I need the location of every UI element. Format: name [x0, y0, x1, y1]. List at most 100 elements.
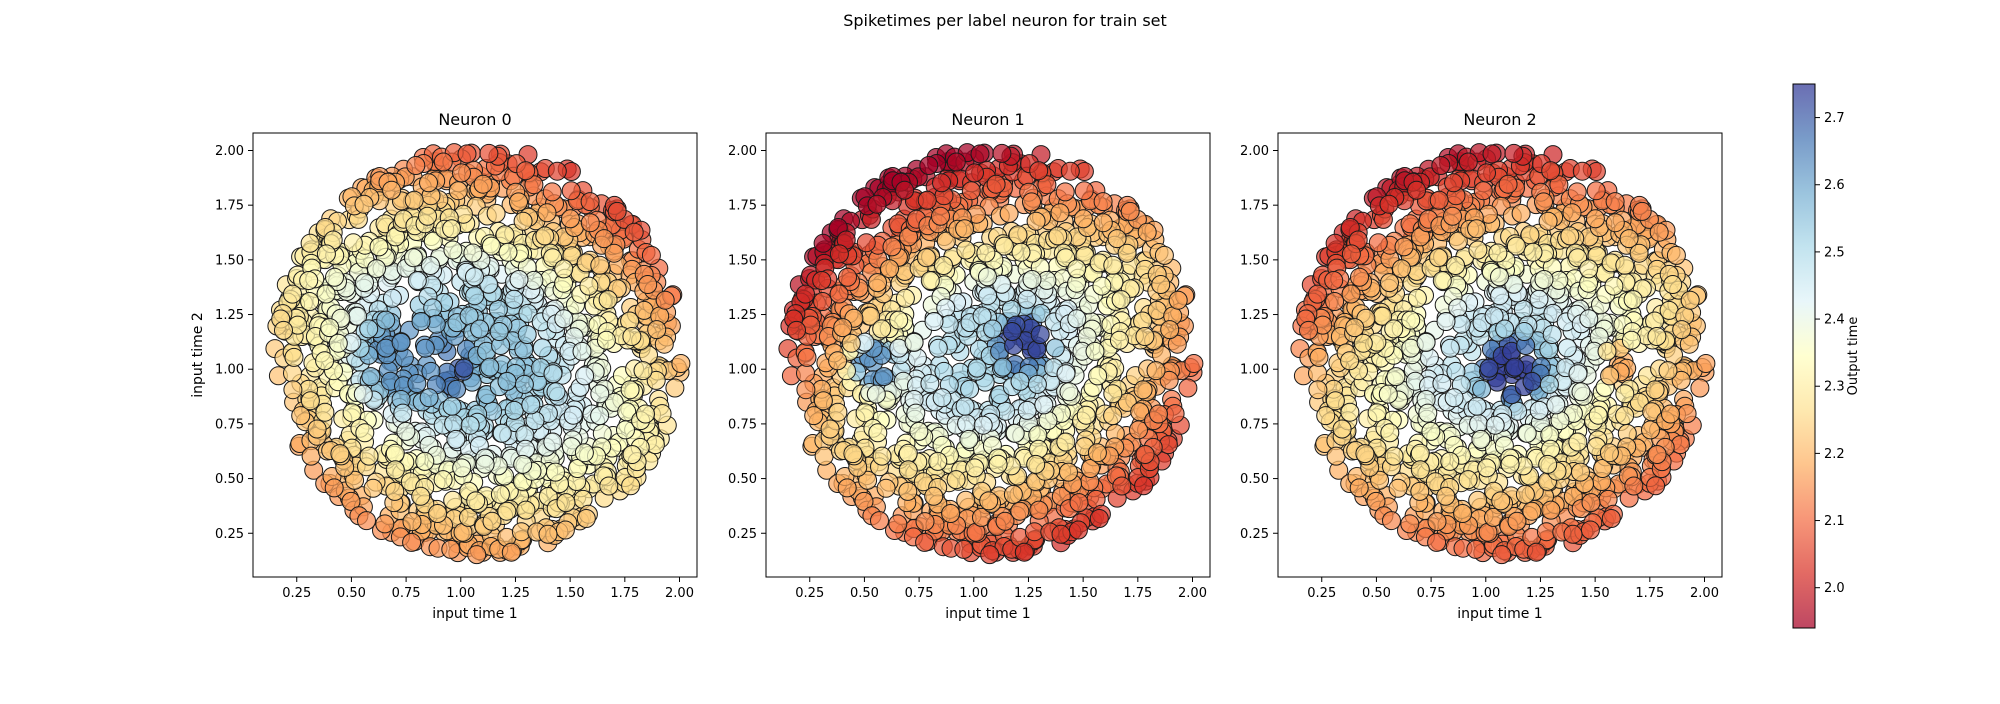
y-axis-label: input time 2: [190, 312, 206, 397]
scatter-point: [1380, 273, 1399, 293]
scatter-point: [473, 174, 493, 194]
scatter-point: [555, 520, 575, 540]
scatter-point: [967, 358, 987, 378]
scatter-point: [1410, 481, 1430, 501]
scatter-point: [563, 405, 583, 425]
scatter-point: [598, 290, 618, 310]
scatter-point: [1534, 192, 1553, 212]
scatter-point: [1677, 404, 1697, 424]
scatter-point: [1504, 143, 1524, 163]
scatter-point: [1472, 379, 1492, 399]
scatter-point: [924, 486, 944, 506]
scatter-point: [833, 318, 853, 338]
scatter-point: [524, 175, 544, 195]
scatter-point: [622, 445, 642, 464]
scatter-point: [872, 446, 892, 466]
scatter-point: [1340, 351, 1360, 371]
scatter-point: [1002, 322, 1022, 341]
scatter-point: [1523, 242, 1543, 262]
x-axis-label: input time 1: [432, 606, 517, 622]
y-tick-label: 0.50: [215, 472, 244, 487]
scatter-point: [1355, 444, 1375, 464]
scatter-point: [928, 338, 948, 358]
y-tick-label: 1.25: [1240, 308, 1269, 323]
scatter-point: [1468, 240, 1488, 260]
scatter-point: [868, 423, 888, 443]
scatter-point: [433, 152, 453, 172]
scatter-point: [516, 500, 536, 520]
scatter-point: [1440, 338, 1460, 358]
axes-frame: [252, 132, 698, 578]
scatter-point: [647, 320, 667, 340]
scatter-point: [1366, 491, 1386, 511]
scatter-point: [470, 319, 490, 339]
scatter-point: [1379, 194, 1399, 214]
scatter-point: [1529, 289, 1549, 309]
x-tick-label: 2.00: [665, 586, 694, 601]
scatter-point: [1549, 175, 1569, 195]
scatter-point: [1448, 231, 1468, 251]
scatter-point: [787, 320, 806, 340]
scatter-point: [375, 514, 395, 534]
scatter-point: [1568, 364, 1588, 384]
scatter-point: [1345, 318, 1365, 338]
scatter-point: [1135, 445, 1155, 464]
scatter-point: [1151, 275, 1171, 294]
scatter-point: [1467, 219, 1487, 239]
scatter-point: [909, 421, 929, 441]
scatter-point: [299, 271, 319, 290]
scatter-point: [999, 203, 1019, 223]
scatter-point: [407, 271, 427, 291]
panel-title: Neuron 2: [1463, 110, 1536, 129]
scatter-point: [448, 181, 468, 201]
scatter-point: [1593, 459, 1612, 478]
scatter-point: [1446, 256, 1465, 275]
scatter-point: [957, 414, 977, 434]
scatter-point: [1560, 226, 1580, 246]
scatter-point: [1130, 402, 1150, 422]
scatter-point: [858, 470, 878, 490]
scatter-point: [636, 404, 655, 424]
scatter-point: [325, 267, 344, 287]
scatter-point: [1416, 332, 1436, 352]
scatter-point: [1671, 370, 1691, 390]
y-tick-label: 0.75: [215, 417, 244, 432]
scatter-point: [406, 156, 426, 175]
scatter-point: [580, 213, 600, 233]
scatter-point: [1001, 299, 1021, 319]
scatter-point: [1429, 190, 1449, 210]
scatter-point: [898, 481, 918, 501]
scatter-point: [1568, 432, 1588, 452]
scatter-point: [1615, 384, 1635, 404]
scatter-point: [1538, 454, 1558, 474]
scatter-point: [979, 491, 999, 511]
scatter-point: [980, 545, 1000, 565]
scatter-point: [1419, 348, 1439, 368]
scatter-point: [882, 237, 902, 257]
x-tick-label: 1.25: [1014, 586, 1043, 601]
scatter-point: [1067, 259, 1087, 279]
scatter-point: [1534, 270, 1554, 289]
scatter-point: [574, 443, 594, 463]
scatter-point: [1466, 539, 1486, 559]
scatter-point: [1522, 371, 1542, 391]
scatter-point: [1031, 303, 1051, 323]
scatter-point: [1341, 244, 1361, 264]
scatter-point: [880, 259, 899, 279]
scatter-point: [369, 237, 389, 257]
scatter-point: [517, 325, 537, 344]
scatter-point: [1030, 325, 1050, 344]
scatter-point: [1436, 486, 1456, 506]
scatter-point: [343, 233, 363, 253]
scatter-point: [965, 163, 984, 183]
figure-title: Spiketimes per label neuron for train se…: [843, 11, 1167, 30]
scatter-point: [872, 319, 892, 339]
scatter-point: [959, 429, 979, 449]
scatter-point: [316, 284, 336, 304]
x-tick-label: 1.75: [610, 586, 639, 601]
scatter-point: [459, 507, 478, 527]
scatter-point: [934, 256, 953, 275]
scatter-point: [543, 364, 563, 384]
x-tick-label: 1.50: [556, 586, 585, 601]
scatter-point: [283, 363, 302, 383]
